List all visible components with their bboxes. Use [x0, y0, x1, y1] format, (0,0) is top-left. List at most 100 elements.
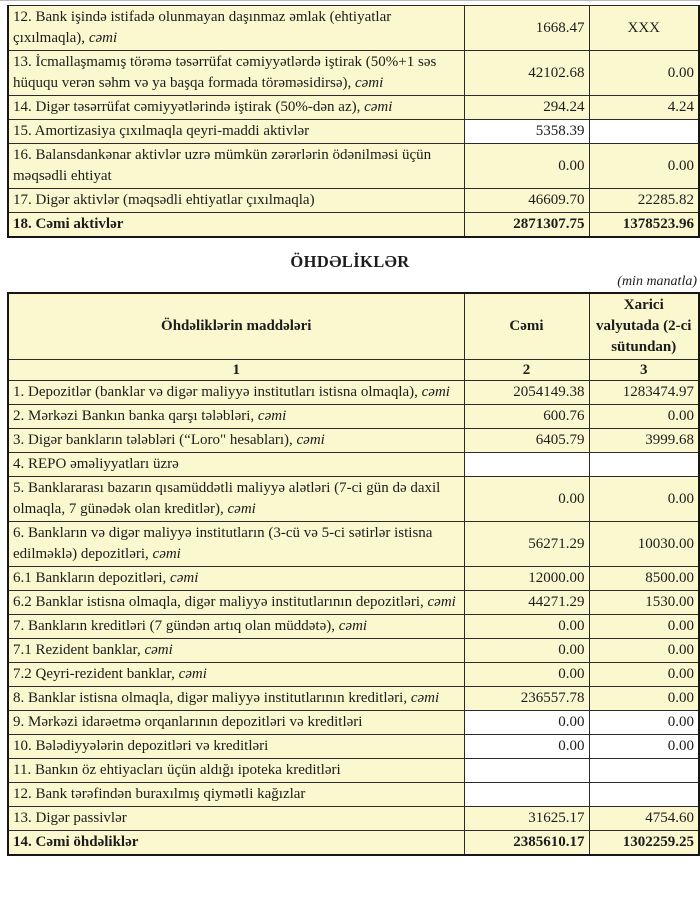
- row-label-italic-suffix: cəmi: [296, 432, 325, 448]
- row-label: 7.2 Qeyri-rezident banklar, cəmi: [7, 662, 465, 687]
- cell-total-value: 0.00: [463, 710, 590, 735]
- row-label: 14. Cəmi öhdəliklər: [7, 830, 465, 856]
- cell-foreign-currency-value: 1283474.97: [588, 380, 700, 405]
- table-row: 7. Bankların kreditləri (7 gündən artıq …: [7, 614, 700, 639]
- assets-table: 12. Bank işində istifadə olunmayan daşın…: [7, 5, 700, 238]
- row-label: 15. Amortizasiya çıxılmaqla qeyri-maddi …: [7, 119, 465, 144]
- table-row: 12. Bank tərəfindən buraxılmış qiymətli …: [7, 782, 700, 807]
- table-row: 7.2 Qeyri-rezident banklar, cəmi 0.00 0.00: [7, 662, 700, 687]
- row-label: 17. Digər aktivlər (məqsədli ehtiyatlar …: [7, 188, 465, 213]
- row-label: 16. Balansdankənar aktivlər uzrə mümkün …: [7, 143, 465, 189]
- document-page: 12. Bank işində istifadə olunmayan daşın…: [0, 0, 700, 856]
- row-label-italic-suffix: cəmi: [421, 384, 450, 400]
- col-number-2: 2: [463, 359, 590, 381]
- cell-foreign-currency-value: 1302259.25: [588, 830, 700, 856]
- cell-total-value: 294.24: [463, 95, 590, 120]
- cut-row-border: [0, 0, 700, 1]
- row-label: 6.1 Bankların depozitləri, cəmi: [7, 566, 465, 591]
- cell-foreign-currency-value: 1530.00: [588, 590, 700, 615]
- cell-foreign-currency-value: 8500.00: [588, 566, 700, 591]
- row-label: 14. Digər təsərrüfat cəmiyyətlərində işt…: [7, 95, 465, 120]
- cell-total-value: 56271.29: [463, 521, 590, 567]
- table-row: 14. Digər təsərrüfat cəmiyyətlərində işt…: [7, 95, 700, 120]
- col-header-total: Cəmi: [463, 292, 590, 360]
- row-label: 6.2 Banklar istisna olmaqla, digər maliy…: [7, 590, 465, 615]
- table-row: 1. Depozitlər (banklar və digər maliyyə …: [7, 380, 700, 405]
- cell-total-value: [463, 758, 590, 783]
- col-number-3: 3: [588, 359, 700, 381]
- cell-foreign-currency-value: 0.00: [588, 686, 700, 711]
- table-row: 7.1 Rezident banklar, cəmi 0.00 0.00: [7, 638, 700, 663]
- row-label: 10. Bələdiyyələrin depozitləri və kredit…: [7, 734, 465, 759]
- cell-total-value: 236557.78: [463, 686, 590, 711]
- cell-foreign-currency-value: [588, 758, 700, 783]
- row-label-italic-suffix: cəmi: [178, 666, 207, 682]
- cell-foreign-currency-value: 0.00: [588, 710, 700, 735]
- cell-total-value: 31625.17: [463, 806, 590, 831]
- cell-total-value: [463, 452, 590, 477]
- col-number-1: 1: [7, 359, 465, 381]
- table-row: 4. REPO əməliyyatları üzrə: [7, 452, 700, 477]
- row-label-italic-suffix: cəmi: [227, 501, 256, 517]
- cell-total-value: 6405.79: [463, 428, 590, 453]
- cell-foreign-currency-value: [588, 119, 700, 144]
- cell-total-value: 600.76: [463, 404, 590, 429]
- row-label: 7. Bankların kreditləri (7 gündən artıq …: [7, 614, 465, 639]
- cell-total-value: 42102.68: [463, 50, 590, 96]
- table-row: 13. Digər passivlər 31625.17 4754.60: [7, 806, 700, 831]
- cell-total-value: 5358.39: [463, 119, 590, 144]
- table-row: 6.2 Banklar istisna olmaqla, digər maliy…: [7, 590, 700, 615]
- table-row: 12. Bank işində istifadə olunmayan daşın…: [7, 5, 700, 51]
- table-row: 11. Bankın öz ehtiyacları üçün aldığı ip…: [7, 758, 700, 783]
- table-row: 5. Banklararası bazarın qısamüddətli mal…: [7, 476, 700, 522]
- cell-foreign-currency-value: 22285.82: [588, 188, 700, 213]
- cell-foreign-currency-value: 4.24: [588, 95, 700, 120]
- cell-foreign-currency-value: 3999.68: [588, 428, 700, 453]
- row-label-italic-suffix: cəmi: [170, 570, 199, 586]
- cell-foreign-currency-value: 0.00: [588, 143, 700, 189]
- table-row: 8. Banklar istisna olmaqla, digər maliyy…: [7, 686, 700, 711]
- table-row: 3. Digər bankların tələbləri (“Loro" hes…: [7, 428, 700, 453]
- table-header-row: Öhdəliklərin maddələri Cəmi Xarici valyu…: [7, 292, 700, 360]
- cell-total-value: 12000.00: [463, 566, 590, 591]
- row-label-italic-suffix: cəmi: [257, 408, 287, 424]
- table-row: 18. Cəmi aktivlər 2871307.75 1378523.96: [7, 212, 700, 238]
- cell-foreign-currency-value: 0.00: [588, 734, 700, 759]
- row-label-italic-suffix: cəmi: [364, 99, 393, 115]
- cell-foreign-currency-value: [588, 452, 700, 477]
- row-label-italic-suffix: cəmi: [338, 618, 368, 634]
- cell-foreign-currency-value: 1378523.96: [588, 212, 700, 238]
- cell-total-value: 2385610.17: [463, 830, 590, 856]
- cell-total-value: 0.00: [463, 662, 590, 687]
- row-label: 13. Digər passivlər: [7, 806, 465, 831]
- unit-note: (min manatla): [617, 274, 697, 289]
- table-row: 10. Bələdiyyələrin depozitləri və kredit…: [7, 734, 700, 759]
- row-label: 12. Bank tərəfindən buraxılmış qiymətli …: [7, 782, 465, 807]
- cell-foreign-currency-value: XXX: [588, 5, 700, 51]
- row-label: 5. Banklararası bazarın qısamüddətli mal…: [7, 476, 465, 522]
- row-label-italic-suffix: cəmi: [88, 30, 118, 46]
- row-label-italic-suffix: cəmi: [410, 690, 440, 706]
- row-label: 2. Mərkəzi Bankın banka qarşı tələbləri,…: [7, 404, 465, 429]
- row-label: 6. Bankların və digər maliyyə institutla…: [7, 521, 465, 567]
- cell-foreign-currency-value: [588, 782, 700, 807]
- liabilities-table: Öhdəliklərin maddələri Cəmi Xarici valyu…: [7, 292, 700, 856]
- table-row: 16. Balansdankənar aktivlər uzrə mümkün …: [7, 143, 700, 189]
- cell-foreign-currency-value: 10030.00: [588, 521, 700, 567]
- cell-total-value: 2054149.38: [463, 380, 590, 405]
- section-title: ÖHDƏLİKLƏR: [290, 252, 410, 271]
- row-label: 7.1 Rezident banklar, cəmi: [7, 638, 465, 663]
- row-label-italic-suffix: cəmi: [152, 546, 181, 562]
- row-label: 12. Bank işində istifadə olunmayan daşın…: [7, 5, 465, 51]
- column-number-row: 1 2 3: [7, 359, 700, 381]
- table-row: 13. İcmallaşmamış törəmə təsərrüfat cəmi…: [7, 50, 700, 96]
- row-label-italic-suffix: cəmi: [354, 75, 384, 91]
- cell-total-value: 1668.47: [463, 5, 590, 51]
- col-header-items: Öhdəliklərin maddələri: [7, 292, 465, 360]
- cell-total-value: 0.00: [463, 614, 590, 639]
- cell-foreign-currency-value: 0.00: [588, 476, 700, 522]
- row-label: 3. Digər bankların tələbləri (“Loro" hes…: [7, 428, 465, 453]
- row-label-italic-suffix: cəmi: [427, 594, 456, 610]
- cell-total-value: 0.00: [463, 476, 590, 522]
- row-label: 13. İcmallaşmamış törəmə təsərrüfat cəmi…: [7, 50, 465, 96]
